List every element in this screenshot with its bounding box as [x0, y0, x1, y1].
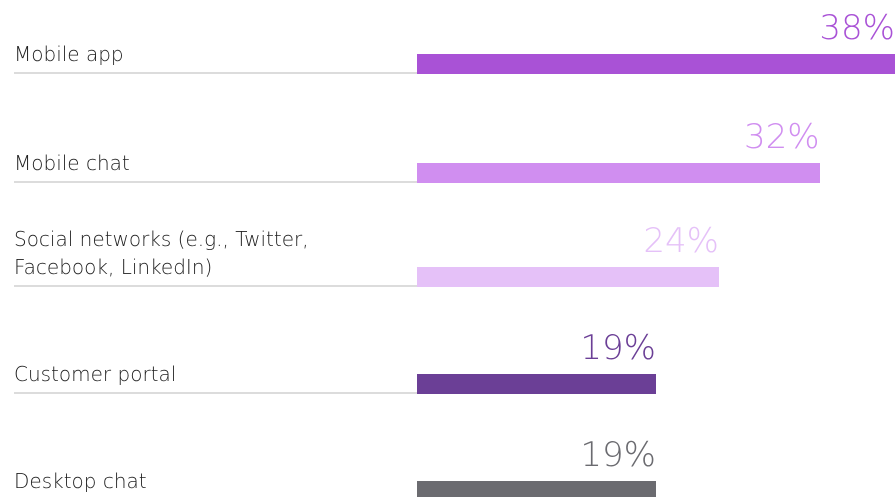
- bar: [417, 481, 656, 497]
- bar: [417, 163, 820, 183]
- category-label: Mobile app: [14, 42, 124, 66]
- category-label: Customer portal: [14, 362, 177, 386]
- category-label: Mobile chat: [14, 151, 130, 175]
- bar: [417, 374, 656, 394]
- row-rule: [14, 392, 419, 394]
- value-label: 24%: [643, 221, 719, 261]
- bar: [417, 267, 719, 287]
- value-label: 19%: [580, 435, 656, 475]
- bar: [417, 54, 895, 74]
- category-label: Desktop chat: [14, 469, 147, 493]
- value-label: 19%: [580, 328, 656, 368]
- row-rule: [14, 285, 419, 287]
- category-label: Social networks (e.g., Twitter, Facebook…: [14, 227, 309, 279]
- value-label: 32%: [743, 117, 820, 157]
- value-label: 38%: [819, 8, 895, 48]
- row-rule: [14, 181, 419, 183]
- row-rule: [14, 72, 419, 74]
